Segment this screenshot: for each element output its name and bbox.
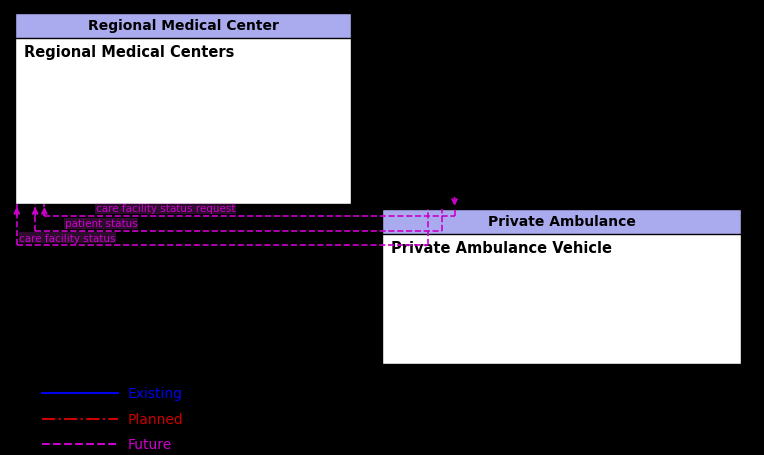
Text: Regional Medical Center: Regional Medical Center: [88, 19, 279, 33]
Text: Private Ambulance: Private Ambulance: [487, 215, 636, 229]
Text: Private Ambulance Vehicle: Private Ambulance Vehicle: [391, 241, 612, 256]
Text: Regional Medical Centers: Regional Medical Centers: [24, 46, 235, 60]
Bar: [382, 209, 741, 364]
Text: Future: Future: [128, 437, 172, 450]
Text: Existing: Existing: [128, 387, 183, 400]
Bar: [382, 209, 741, 234]
Bar: [15, 14, 351, 39]
Text: care facility status request: care facility status request: [96, 204, 235, 214]
Text: Planned: Planned: [128, 412, 183, 425]
Bar: [15, 14, 351, 205]
Text: patient status: patient status: [65, 219, 138, 229]
Text: care facility status: care facility status: [19, 233, 115, 243]
